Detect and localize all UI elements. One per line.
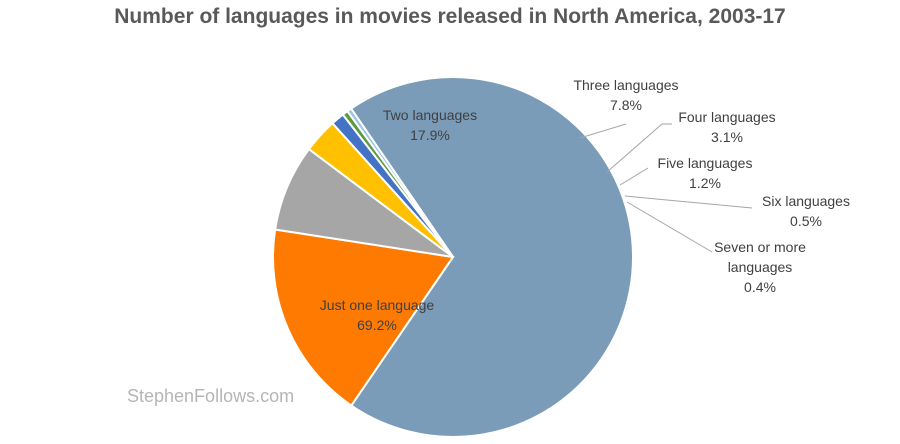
leader-line-6 [626, 201, 713, 253]
slice-label-1: Two languages 17.9% [383, 107, 477, 143]
pie-slice-0 [349, 76, 635, 438]
slice-label-0: Just one language 69.2% [320, 297, 435, 333]
leader-line-2 [579, 123, 627, 139]
pie-slice-1 [272, 228, 455, 407]
slice-label-6: Seven or more languages 0.4% [714, 239, 806, 295]
pie-slice-6 [346, 107, 454, 258]
leader-line-3 [606, 123, 672, 173]
leader-line-4 [619, 167, 649, 186]
slice-label-3: Four languages 3.1% [678, 109, 775, 145]
chart-title: Number of languages in movies released i… [114, 5, 786, 28]
leader-line-5 [624, 195, 753, 209]
slice-label-2: Three languages 7.8% [573, 77, 678, 113]
watermark: StephenFollows.com [127, 386, 295, 406]
slice-label-4: Five languages 1.2% [658, 155, 753, 191]
slice-label-5: Six languages 0.5% [762, 193, 850, 229]
